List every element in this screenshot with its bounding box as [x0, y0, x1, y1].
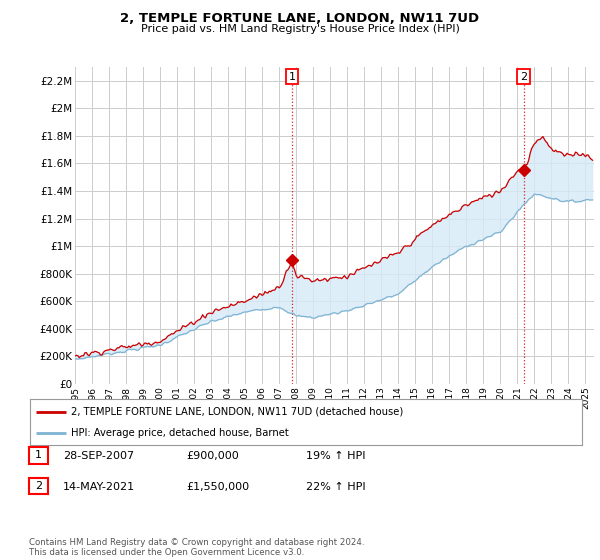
Text: £1,550,000: £1,550,000 [186, 482, 249, 492]
Text: 2: 2 [35, 481, 42, 491]
Text: 19% ↑ HPI: 19% ↑ HPI [306, 451, 365, 461]
Text: 28-SEP-2007: 28-SEP-2007 [63, 451, 134, 461]
Text: 14-MAY-2021: 14-MAY-2021 [63, 482, 135, 492]
Text: Contains HM Land Registry data © Crown copyright and database right 2024.
This d: Contains HM Land Registry data © Crown c… [29, 538, 364, 557]
Text: 2, TEMPLE FORTUNE LANE, LONDON, NW11 7UD: 2, TEMPLE FORTUNE LANE, LONDON, NW11 7UD [121, 12, 479, 25]
Text: £900,000: £900,000 [186, 451, 239, 461]
Text: 22% ↑ HPI: 22% ↑ HPI [306, 482, 365, 492]
Text: 2: 2 [520, 72, 527, 82]
Text: HPI: Average price, detached house, Barnet: HPI: Average price, detached house, Barn… [71, 428, 289, 438]
Text: 1: 1 [35, 450, 42, 460]
Text: 2, TEMPLE FORTUNE LANE, LONDON, NW11 7UD (detached house): 2, TEMPLE FORTUNE LANE, LONDON, NW11 7UD… [71, 407, 404, 417]
Text: 1: 1 [289, 72, 295, 82]
Text: Price paid vs. HM Land Registry's House Price Index (HPI): Price paid vs. HM Land Registry's House … [140, 24, 460, 34]
